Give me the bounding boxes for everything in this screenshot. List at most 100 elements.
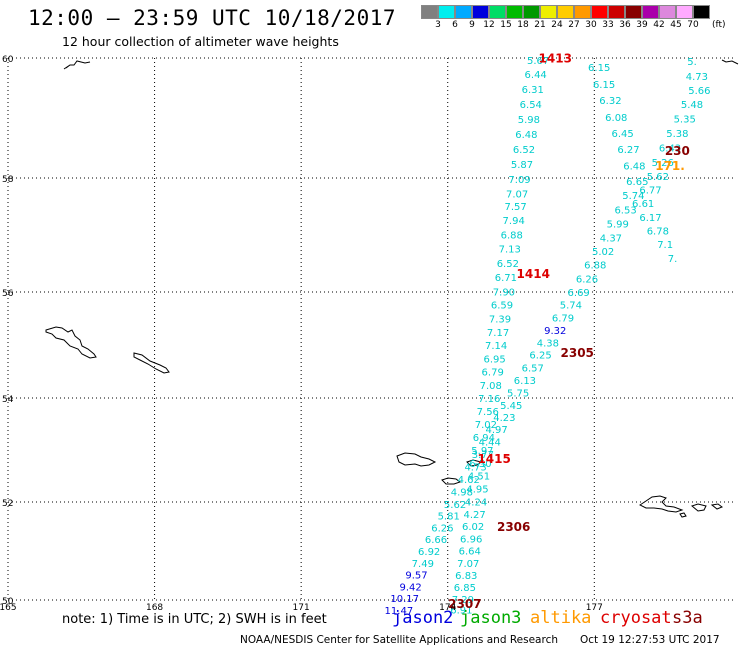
satellite-jason3: jason3 xyxy=(460,608,522,628)
swh-value: 5.48 xyxy=(681,100,703,111)
legend-tick: 70 xyxy=(687,20,699,30)
swh-value: 9.42 xyxy=(399,582,421,593)
swh-value: 6.02 xyxy=(462,522,484,533)
swh-value: 6.71 xyxy=(495,273,517,284)
swh-value: 6.53 xyxy=(614,205,636,216)
latitude-label: 60 xyxy=(2,55,14,65)
legend-tick: 45 xyxy=(670,20,682,30)
satellite-altika: altika xyxy=(530,608,592,628)
swh-value: 6.43 xyxy=(659,143,681,154)
swh-value: 6.52 xyxy=(497,259,519,270)
legend-tick: 18 xyxy=(517,20,529,30)
latitude-label: 52 xyxy=(2,499,13,509)
legend-swatch xyxy=(540,5,557,19)
longitude-label: 177 xyxy=(586,603,603,613)
swh-value: 7.07 xyxy=(457,559,479,570)
swh-value: 7.49 xyxy=(412,559,434,570)
swh-value: 4.44 xyxy=(479,438,501,449)
swh-value: 5.97 xyxy=(471,446,493,457)
longitude-label: 165 xyxy=(0,603,17,613)
swh-value: 5.38 xyxy=(666,129,688,140)
swh-value: 6.27 xyxy=(617,145,639,156)
legend-swatch xyxy=(557,5,574,19)
map-graticule xyxy=(7,57,736,601)
legend-tick: 3 xyxy=(435,20,441,30)
legend-tick: 33 xyxy=(602,20,614,30)
legend-unit: (ft) xyxy=(712,20,726,30)
swh-value: 6.45 xyxy=(612,129,634,140)
swh-value: 7.39 xyxy=(489,315,511,326)
swh-value: 6.64 xyxy=(459,547,481,558)
swh-value: 5. xyxy=(687,57,697,68)
swh-value: 6.77 xyxy=(639,185,661,196)
swh-value: 6.96 xyxy=(460,534,482,545)
swh-value: 5.62 xyxy=(444,500,466,511)
swh-value: 7.57 xyxy=(505,202,527,213)
pass-time-label: 1413 xyxy=(539,52,572,66)
legend-tick: 42 xyxy=(653,20,665,30)
swh-value: 6.88 xyxy=(501,230,523,241)
swh-value: 5.99 xyxy=(607,220,629,231)
track-b: 6.15 6.15 6.32 6.08 6.45 6.27 6.48 6.65 5.74 6.53… xyxy=(385,63,649,617)
swh-value: 4.73 xyxy=(686,72,708,83)
legend-swatch xyxy=(608,5,625,19)
swh-value: 3.77 xyxy=(472,450,494,461)
island-east-4 xyxy=(679,512,687,518)
swh-tracks: 5.67 6.44 6.31 6.54 5.98 6.48 6.52 5.87 7.09 7.07… xyxy=(385,56,711,617)
coastline-northeast xyxy=(721,59,739,65)
swh-value: 4.27 xyxy=(463,510,485,521)
swh-value: 5.02 xyxy=(592,247,614,258)
legend-swatch xyxy=(591,5,608,19)
swh-value: 6.79 xyxy=(552,313,574,324)
swh-value: 6.52 xyxy=(513,145,535,156)
swh-value: 6.94 xyxy=(473,433,495,444)
swh-value: 7.09 xyxy=(508,175,530,186)
legend-tick: 39 xyxy=(636,20,648,30)
island-amchitka xyxy=(466,459,483,467)
swh-value: 5.75 xyxy=(507,389,529,400)
swh-value: 6.25 xyxy=(529,351,551,362)
swh-value: 5.67 xyxy=(527,56,549,67)
coastlines xyxy=(45,59,739,518)
pass-time-label: 2307 xyxy=(448,597,481,611)
swh-value: 7.07 xyxy=(506,189,528,200)
swh-value: 7.1 xyxy=(657,240,673,251)
swh-value: 4.98 xyxy=(451,488,473,499)
latitude-label: 50 xyxy=(2,597,14,607)
longitude-label: 171 xyxy=(293,603,310,613)
swh-value: 5.66 xyxy=(688,86,710,97)
legend-swatch xyxy=(506,5,523,19)
swh-value: 6.92 xyxy=(418,547,440,558)
swh-value: 6.17 xyxy=(639,213,661,224)
legend-tick: 27 xyxy=(568,20,580,30)
swh-value: 6.83 xyxy=(455,571,477,582)
swh-value: 7.14 xyxy=(485,341,507,352)
swh-value: 10.17 xyxy=(390,594,419,605)
longitude-label: 168 xyxy=(146,603,163,613)
swh-value: 4.51 xyxy=(468,471,490,482)
legend-tick: 12 xyxy=(483,20,495,30)
swh-value: 6.15 xyxy=(593,80,615,91)
swh-value: 6.88 xyxy=(584,261,606,272)
swh-value: 7. xyxy=(668,254,678,265)
legend-tick: 15 xyxy=(500,20,512,30)
legend-swatch xyxy=(693,5,710,19)
swh-value: 6.08 xyxy=(605,113,627,124)
swh-value: 4.37 xyxy=(600,233,622,244)
island-west xyxy=(45,326,97,359)
swh-value: 6.50 xyxy=(469,459,491,470)
legend-swatch xyxy=(438,5,455,19)
legend-swatch xyxy=(625,5,642,19)
legend-swatch xyxy=(472,5,489,19)
swh-value: 4.24 xyxy=(465,497,487,508)
coastline-north xyxy=(63,60,91,70)
swh-value: 5.45 xyxy=(500,401,522,412)
legend-swatch xyxy=(421,5,438,19)
swh-value: 6.15 xyxy=(588,63,610,74)
swh-value: 5.26 xyxy=(652,158,674,169)
island-west-2 xyxy=(133,352,170,374)
swh-value: 5.35 xyxy=(674,115,696,126)
generated-timestamp: Oct 19 12:27:53 UTC 2017 xyxy=(580,634,720,646)
swh-value: 5.87 xyxy=(511,160,533,171)
